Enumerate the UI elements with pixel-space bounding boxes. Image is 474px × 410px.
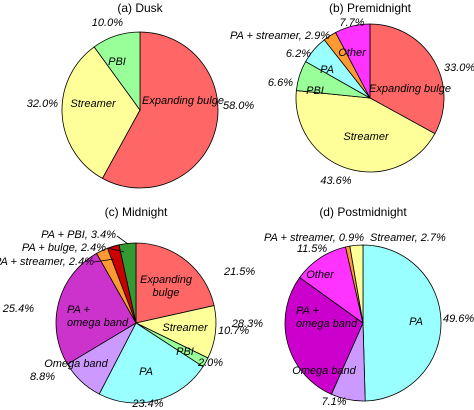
slice-midnight-expanding-bulge <box>135 242 215 324</box>
cat-label-premidnight-pbi: PBI <box>306 85 324 97</box>
pct-label-midnight-pa-pbi: PA + PBI, 3.4% <box>41 229 116 241</box>
pie-premidnight: (b) Premidnight 33.0% 43.6% 6.6% 6.2% PA… <box>230 1 474 187</box>
cat-label-premidnight-pa: PA <box>320 64 334 76</box>
pct-label-midnight-omega-band: 8.8% <box>30 371 55 383</box>
slice-dusk-streamer <box>61 46 141 179</box>
pct-label-postmidnight-pa: 49.6% <box>443 313 474 325</box>
pie-postmidnight: (d) Postmidnight 49.6% 7.1% 28.3% 11.5% … <box>231 205 474 408</box>
pct-label-dusk-streamer: 32.0% <box>27 98 58 110</box>
pct-label-dusk-expanding-bulge: 58.0% <box>223 100 254 112</box>
leader-midnight-pa-pbi <box>116 235 129 245</box>
slice-postmidnight-streamer <box>349 244 364 324</box>
slice-premidnight-other <box>335 23 371 99</box>
pct-label-postmidnight-pa-streamer: PA + streamer, 0.9% <box>264 232 364 244</box>
cat-label-premidnight-expanding-bulge: Expanding bulge <box>369 83 451 95</box>
chart-title-midnight: (c) Midnight <box>105 205 168 219</box>
cat-label-postmidnight-pa-omega-band: PA + omega band <box>296 305 358 330</box>
pct-label-postmidnight-pa-omega-band: 28.3% <box>231 318 263 330</box>
slices-postmidnight <box>284 244 442 402</box>
slices-premidnight <box>295 23 445 173</box>
slice-dusk-expanding-bulge <box>101 31 219 189</box>
slice-postmidnight-pa <box>362 244 442 402</box>
pct-label-midnight-streamer: 10.7% <box>218 325 249 337</box>
pct-label-dusk-pbi: 10.0% <box>92 17 123 29</box>
cat-label-premidnight-streamer: Streamer <box>343 131 390 143</box>
slice-dusk-pbi <box>93 31 141 112</box>
slices-midnight <box>55 242 217 404</box>
pct-label-postmidnight-streamer: Streamer, 2.7% <box>370 232 446 244</box>
slices-dusk <box>61 31 219 189</box>
slice-midnight-pa <box>98 322 204 404</box>
pct-label-premidnight-streamer: 43.6% <box>320 175 351 187</box>
pct-label-midnight-pa-bulge: PA + bulge, 2.4% <box>22 242 106 254</box>
pct-label-midnight-pa-streamer: PA + streamer, 2.4% <box>0 256 94 268</box>
pct-label-postmidnight-omega-band: 7.1% <box>321 396 346 408</box>
pct-label-premidnight-pbi: 6.6% <box>268 77 293 89</box>
cat-label-midnight-expanding-bulge: Expanding bulge <box>140 274 193 299</box>
cat-label-premidnight-other: Other <box>338 47 367 59</box>
cat-label-dusk-streamer: Streamer <box>70 98 117 110</box>
pct-label-premidnight-expanding-bulge: 33.0% <box>444 62 474 74</box>
cat-label-midnight-streamer: Streamer <box>162 322 209 334</box>
cat-label-midnight-pa-omega-band: PA + omega band <box>67 304 129 329</box>
chart-title-premidnight: (b) Premidnight <box>329 1 412 15</box>
slice-postmidnight-pa-omega-band <box>284 276 364 395</box>
pct-label-postmidnight-other: 11.5% <box>297 243 328 255</box>
cat-label-midnight-pa: PA <box>139 366 153 378</box>
pct-label-midnight-pbi: 2.0% <box>197 357 223 369</box>
cat-label-dusk-pbi: PBI <box>108 56 126 68</box>
pie-dusk: (a) Dusk 58.0% 32.0% 10.0% Expanding bul… <box>27 1 254 189</box>
cat-label-midnight-omega-band: Omega band <box>44 358 108 370</box>
chart-title-postmidnight: (d) Postmidnight <box>319 205 407 219</box>
pct-label-premidnight-pa-streamer: PA + streamer, 2.9% <box>230 30 330 42</box>
leader-midnight-pa-bulge <box>107 247 125 253</box>
pct-label-midnight-pa: 23.4% <box>131 398 163 410</box>
slice-premidnight-streamer <box>295 90 436 173</box>
chart-title-dusk: (a) Dusk <box>117 1 163 15</box>
pct-label-midnight-pa-omega-band: 25.4% <box>2 303 34 315</box>
slice-premidnight-expanding-bulge <box>369 23 445 135</box>
cat-label-midnight-pbi: PBI <box>176 346 194 358</box>
pie-midnight: (c) Midnight 21.5% 10.7% 2.0% 23.4% 8.8%… <box>0 205 255 410</box>
cat-label-postmidnight-other: Other <box>306 269 335 281</box>
pct-label-midnight-expanding-bulge: 21.5% <box>223 266 255 278</box>
cat-label-postmidnight-pa: PA <box>409 316 423 328</box>
pct-label-premidnight-other: 7.7% <box>339 17 364 29</box>
leader-midnight-pa-streamer <box>93 258 115 263</box>
cat-label-dusk-expanding-bulge: Expanding bulge <box>142 95 224 107</box>
cat-label-postmidnight-omega-band: Omega band <box>292 365 356 377</box>
slice-midnight-pa-omega-band <box>55 252 137 365</box>
pct-label-premidnight-pa: 6.2% <box>286 48 311 60</box>
